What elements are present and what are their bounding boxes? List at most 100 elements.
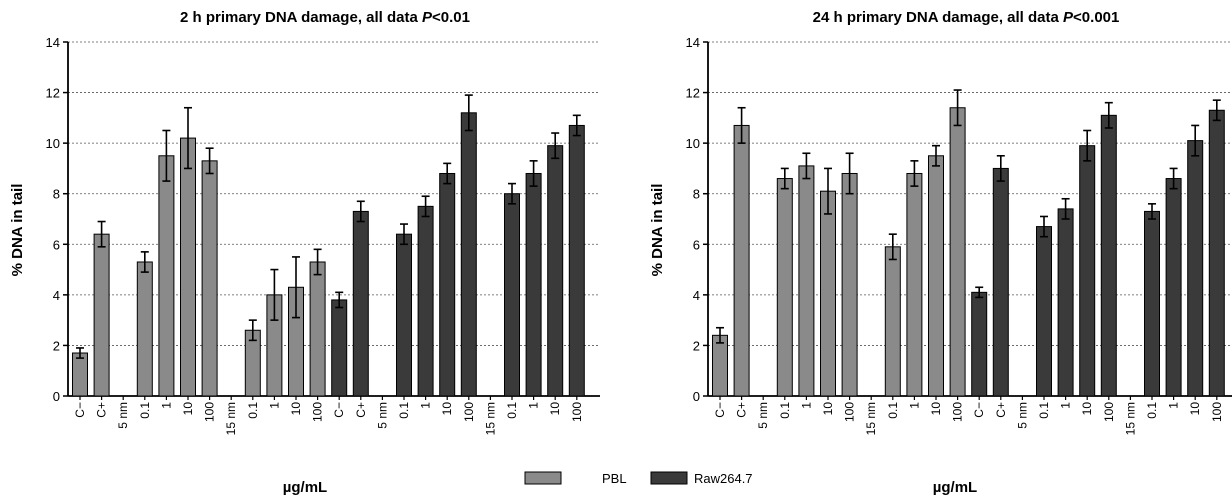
bar bbox=[733, 124, 750, 397]
bar bbox=[201, 160, 218, 397]
y-axis-label: % DNA in tail bbox=[9, 184, 26, 277]
x-tick-label: 0.1 bbox=[138, 402, 152, 419]
x-tick-label: 100 bbox=[951, 402, 965, 422]
bar bbox=[1036, 226, 1052, 397]
bar bbox=[1144, 210, 1160, 397]
bar bbox=[1165, 178, 1182, 397]
x-tick-label: 1 bbox=[159, 402, 173, 409]
x-tick-label: 0.1 bbox=[397, 402, 411, 419]
bar bbox=[136, 261, 153, 397]
x-tick-label: 5 nm bbox=[756, 402, 770, 429]
bar bbox=[1079, 145, 1096, 397]
bar bbox=[309, 261, 326, 397]
x-tick-label: 15 nm bbox=[224, 402, 238, 435]
x-tick-label: 0.1 bbox=[778, 402, 792, 419]
y-tick-label: 14 bbox=[686, 35, 700, 50]
bar bbox=[93, 233, 110, 397]
x-tick-label: 100 bbox=[462, 402, 476, 422]
bar bbox=[949, 107, 966, 397]
x-tick-label: C+ bbox=[994, 402, 1008, 418]
chart-title: 24 h primary DNA damage, all data P<0.00… bbox=[813, 9, 1120, 26]
bar bbox=[568, 124, 585, 397]
bar bbox=[460, 112, 477, 397]
x-tick-label: 0.1 bbox=[1145, 402, 1159, 419]
bar bbox=[439, 172, 456, 397]
bar bbox=[547, 145, 564, 397]
legend-swatch-raw bbox=[650, 471, 688, 485]
y-tick-label: 12 bbox=[46, 86, 60, 101]
bar bbox=[1057, 208, 1074, 397]
x-tick-label: 15 nm bbox=[864, 402, 878, 435]
bar bbox=[928, 155, 944, 397]
y-tick-label: 8 bbox=[693, 187, 700, 202]
x-tick-label: 10 bbox=[440, 402, 454, 416]
bar bbox=[798, 165, 815, 397]
x-tick-label: 100 bbox=[1102, 402, 1116, 422]
x-axis-label: µg/mL bbox=[283, 479, 327, 496]
x-tick-label: C− bbox=[73, 402, 87, 418]
x-tick-label: C− bbox=[332, 402, 346, 418]
x-tick-label: C+ bbox=[354, 402, 368, 418]
x-axis-label: µg/mL bbox=[933, 479, 977, 496]
x-tick-label: 1 bbox=[267, 402, 281, 409]
x-tick-label: 10 bbox=[929, 402, 943, 416]
y-tick-label: 2 bbox=[53, 338, 60, 353]
bar bbox=[884, 246, 901, 397]
y-tick-label: 12 bbox=[686, 86, 700, 101]
legend-label-pbl: PBL bbox=[602, 471, 627, 486]
chart-24h: 24 h primary DNA damage, all data P<0.00… bbox=[649, 9, 1232, 496]
bar bbox=[992, 167, 1009, 397]
x-tick-label: 1 bbox=[419, 402, 433, 409]
bar bbox=[820, 190, 836, 397]
x-tick-label: 0.1 bbox=[1037, 402, 1051, 419]
x-tick-label: 0.1 bbox=[886, 402, 900, 419]
x-tick-label: 100 bbox=[570, 402, 584, 422]
x-tick-label: 10 bbox=[1188, 402, 1202, 416]
bar bbox=[712, 334, 728, 397]
x-tick-label: 100 bbox=[843, 402, 857, 422]
y-tick-label: 2 bbox=[693, 338, 700, 353]
y-tick-label: 10 bbox=[46, 136, 60, 151]
x-tick-label: C+ bbox=[95, 402, 109, 418]
x-tick-label: 10 bbox=[548, 402, 562, 416]
bar bbox=[841, 172, 858, 397]
x-tick-label: 10 bbox=[289, 402, 303, 416]
bar bbox=[776, 178, 793, 397]
bar bbox=[180, 137, 196, 397]
legend: PBL Raw264.7 bbox=[524, 471, 753, 486]
x-tick-label: 100 bbox=[311, 402, 325, 422]
y-tick-label: 0 bbox=[693, 389, 700, 404]
x-tick-label: 100 bbox=[1210, 402, 1224, 422]
y-tick-label: 0 bbox=[53, 389, 60, 404]
bar bbox=[525, 172, 542, 397]
chart-2h: 2 h primary DNA damage, all data P<0.01 … bbox=[9, 9, 600, 496]
y-tick-label: 6 bbox=[53, 237, 60, 252]
bar bbox=[504, 193, 520, 397]
x-tick-label: 15 nm bbox=[1123, 402, 1137, 435]
bar bbox=[417, 205, 434, 397]
y-axis-label: % DNA in tail bbox=[649, 184, 666, 277]
bar bbox=[906, 172, 923, 397]
y-tick-label: 14 bbox=[46, 35, 60, 50]
y-tick-label: 10 bbox=[686, 136, 700, 151]
x-tick-label: 1 bbox=[799, 402, 813, 409]
bar bbox=[72, 352, 88, 397]
y-tick-label: 4 bbox=[53, 288, 60, 303]
x-tick-label: 15 nm bbox=[483, 402, 497, 435]
x-tick-label: 1 bbox=[527, 402, 541, 409]
x-tick-label: 1 bbox=[907, 402, 921, 409]
x-tick-label: 5 nm bbox=[1015, 402, 1029, 429]
bar bbox=[971, 291, 988, 397]
x-tick-label: 0.1 bbox=[505, 402, 519, 419]
x-tick-label: 10 bbox=[1080, 402, 1094, 416]
y-tick-label: 4 bbox=[693, 288, 700, 303]
bar bbox=[158, 155, 175, 397]
bar bbox=[331, 299, 348, 397]
x-tick-label: 5 nm bbox=[375, 402, 389, 429]
y-tick-label: 6 bbox=[693, 237, 700, 252]
x-tick-label: C− bbox=[713, 402, 727, 418]
x-tick-label: 5 nm bbox=[116, 402, 130, 429]
y-tick-label: 8 bbox=[53, 187, 60, 202]
x-tick-label: 1 bbox=[1167, 402, 1181, 409]
